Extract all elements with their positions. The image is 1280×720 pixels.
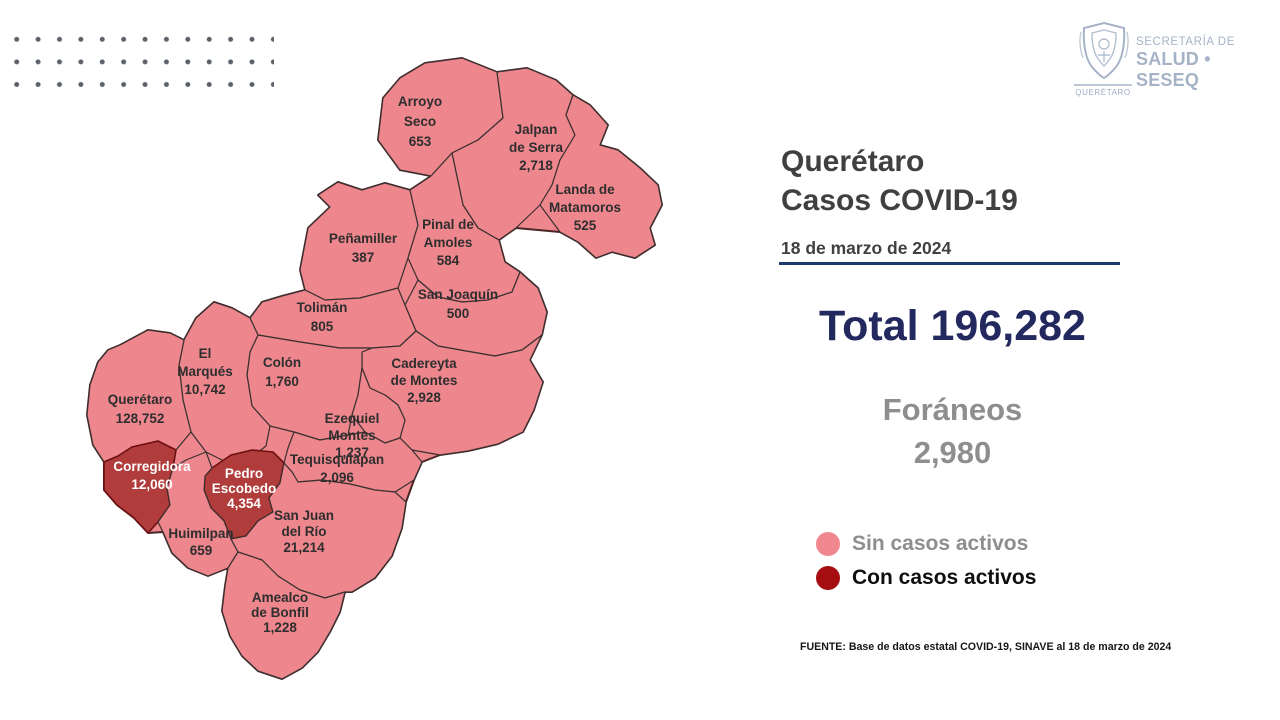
- seseq-logo: QUERÉTARO SECRETARÍA DE SALUD • SESEQ: [1072, 18, 1272, 102]
- municipality-label-colon: Colón 1,760: [263, 355, 301, 389]
- municipality-label-el_marques: El Marqués 10,742: [177, 346, 233, 397]
- foraneos-label: Foráneos: [882, 392, 1023, 427]
- sin-casos-dot: [816, 532, 840, 556]
- municipality-label-toliman: Tolimán 805: [297, 300, 348, 334]
- foraneos-value: 2,980: [913, 435, 992, 470]
- municipality-landa: [539, 94, 663, 259]
- municipality-label-pedro_escobedo: Pedro Escobedo 4,354: [212, 466, 277, 511]
- foraneos-stat: Foráneos 2,980: [780, 388, 1125, 474]
- municipality-label-cadereyta: Cadereyta de Montes 2,928: [391, 356, 458, 405]
- total-value: 196,282: [930, 302, 1086, 350]
- seseq-crest-icon: [1079, 21, 1129, 80]
- municipality-label-san_joaquin: San Joaquín 500: [418, 287, 498, 321]
- con-casos-dot: [816, 566, 840, 590]
- page-title-line2: Casos COVID-19: [781, 184, 1018, 217]
- logo-microtext-line: [1074, 84, 1132, 86]
- legend-label-sin-casos: Sin casos activos: [852, 532, 1029, 555]
- decor-dots: [4, 24, 274, 88]
- report-date: 18 de marzo de 2024: [781, 238, 952, 258]
- municipality-label-tequisquiapan: Tequisquiapan 2,096: [290, 452, 384, 485]
- total-cases-stat: Total 196,282: [780, 302, 1125, 351]
- municipality-label-arroyo_seco: Arroyo Seco 653: [398, 94, 442, 149]
- logo-secretaria-text: SECRETARÍA DE: [1136, 36, 1235, 48]
- municipality-amealco: [221, 551, 346, 680]
- legend-item-con-casos: Con casos activos: [816, 561, 1036, 595]
- logo-salud-text: SALUD • SESEQ: [1136, 49, 1211, 90]
- legend: Sin casos activos Con casos activos: [816, 527, 1036, 595]
- municipality-label-ezequiel_montes: Ezequiel Montes 1,237: [325, 411, 380, 460]
- municipality-label-queretaro: Querétaro 128,752: [108, 392, 173, 426]
- municipality-label-jalpan: Jalpan de Serra 2,718: [509, 122, 564, 173]
- legend-item-sin-casos: Sin casos activos: [816, 527, 1036, 561]
- date-underline: [779, 262, 1120, 265]
- municipality-label-penamiller: Peñamiller 387: [329, 231, 398, 265]
- legend-label-con-casos: Con casos activos: [852, 566, 1037, 589]
- logo-estado-text: QUERÉTARO: [1075, 88, 1131, 97]
- municipality-label-san_juan: San Juan del Río 21,214: [274, 508, 334, 555]
- total-label: Total: [819, 302, 919, 350]
- source-note: FUENTE: Base de datos estatal COVID-19, …: [800, 641, 1172, 653]
- municipality-label-corregidora: Corregidora 12,060: [113, 459, 191, 492]
- municipality-label-amealco: Amealco de Bonfil 1,228: [251, 590, 309, 635]
- municipality-label-landa: Landa de Matamoros 525: [549, 182, 621, 233]
- page-title: Querétaro Casos COVID-19: [781, 142, 1018, 220]
- municipality-label-pinal: Pinal de Amoles 584: [422, 217, 474, 268]
- page-title-line1: Querétaro: [781, 145, 925, 178]
- municipality-label-huimilpan: Huimilpan 659: [168, 526, 233, 558]
